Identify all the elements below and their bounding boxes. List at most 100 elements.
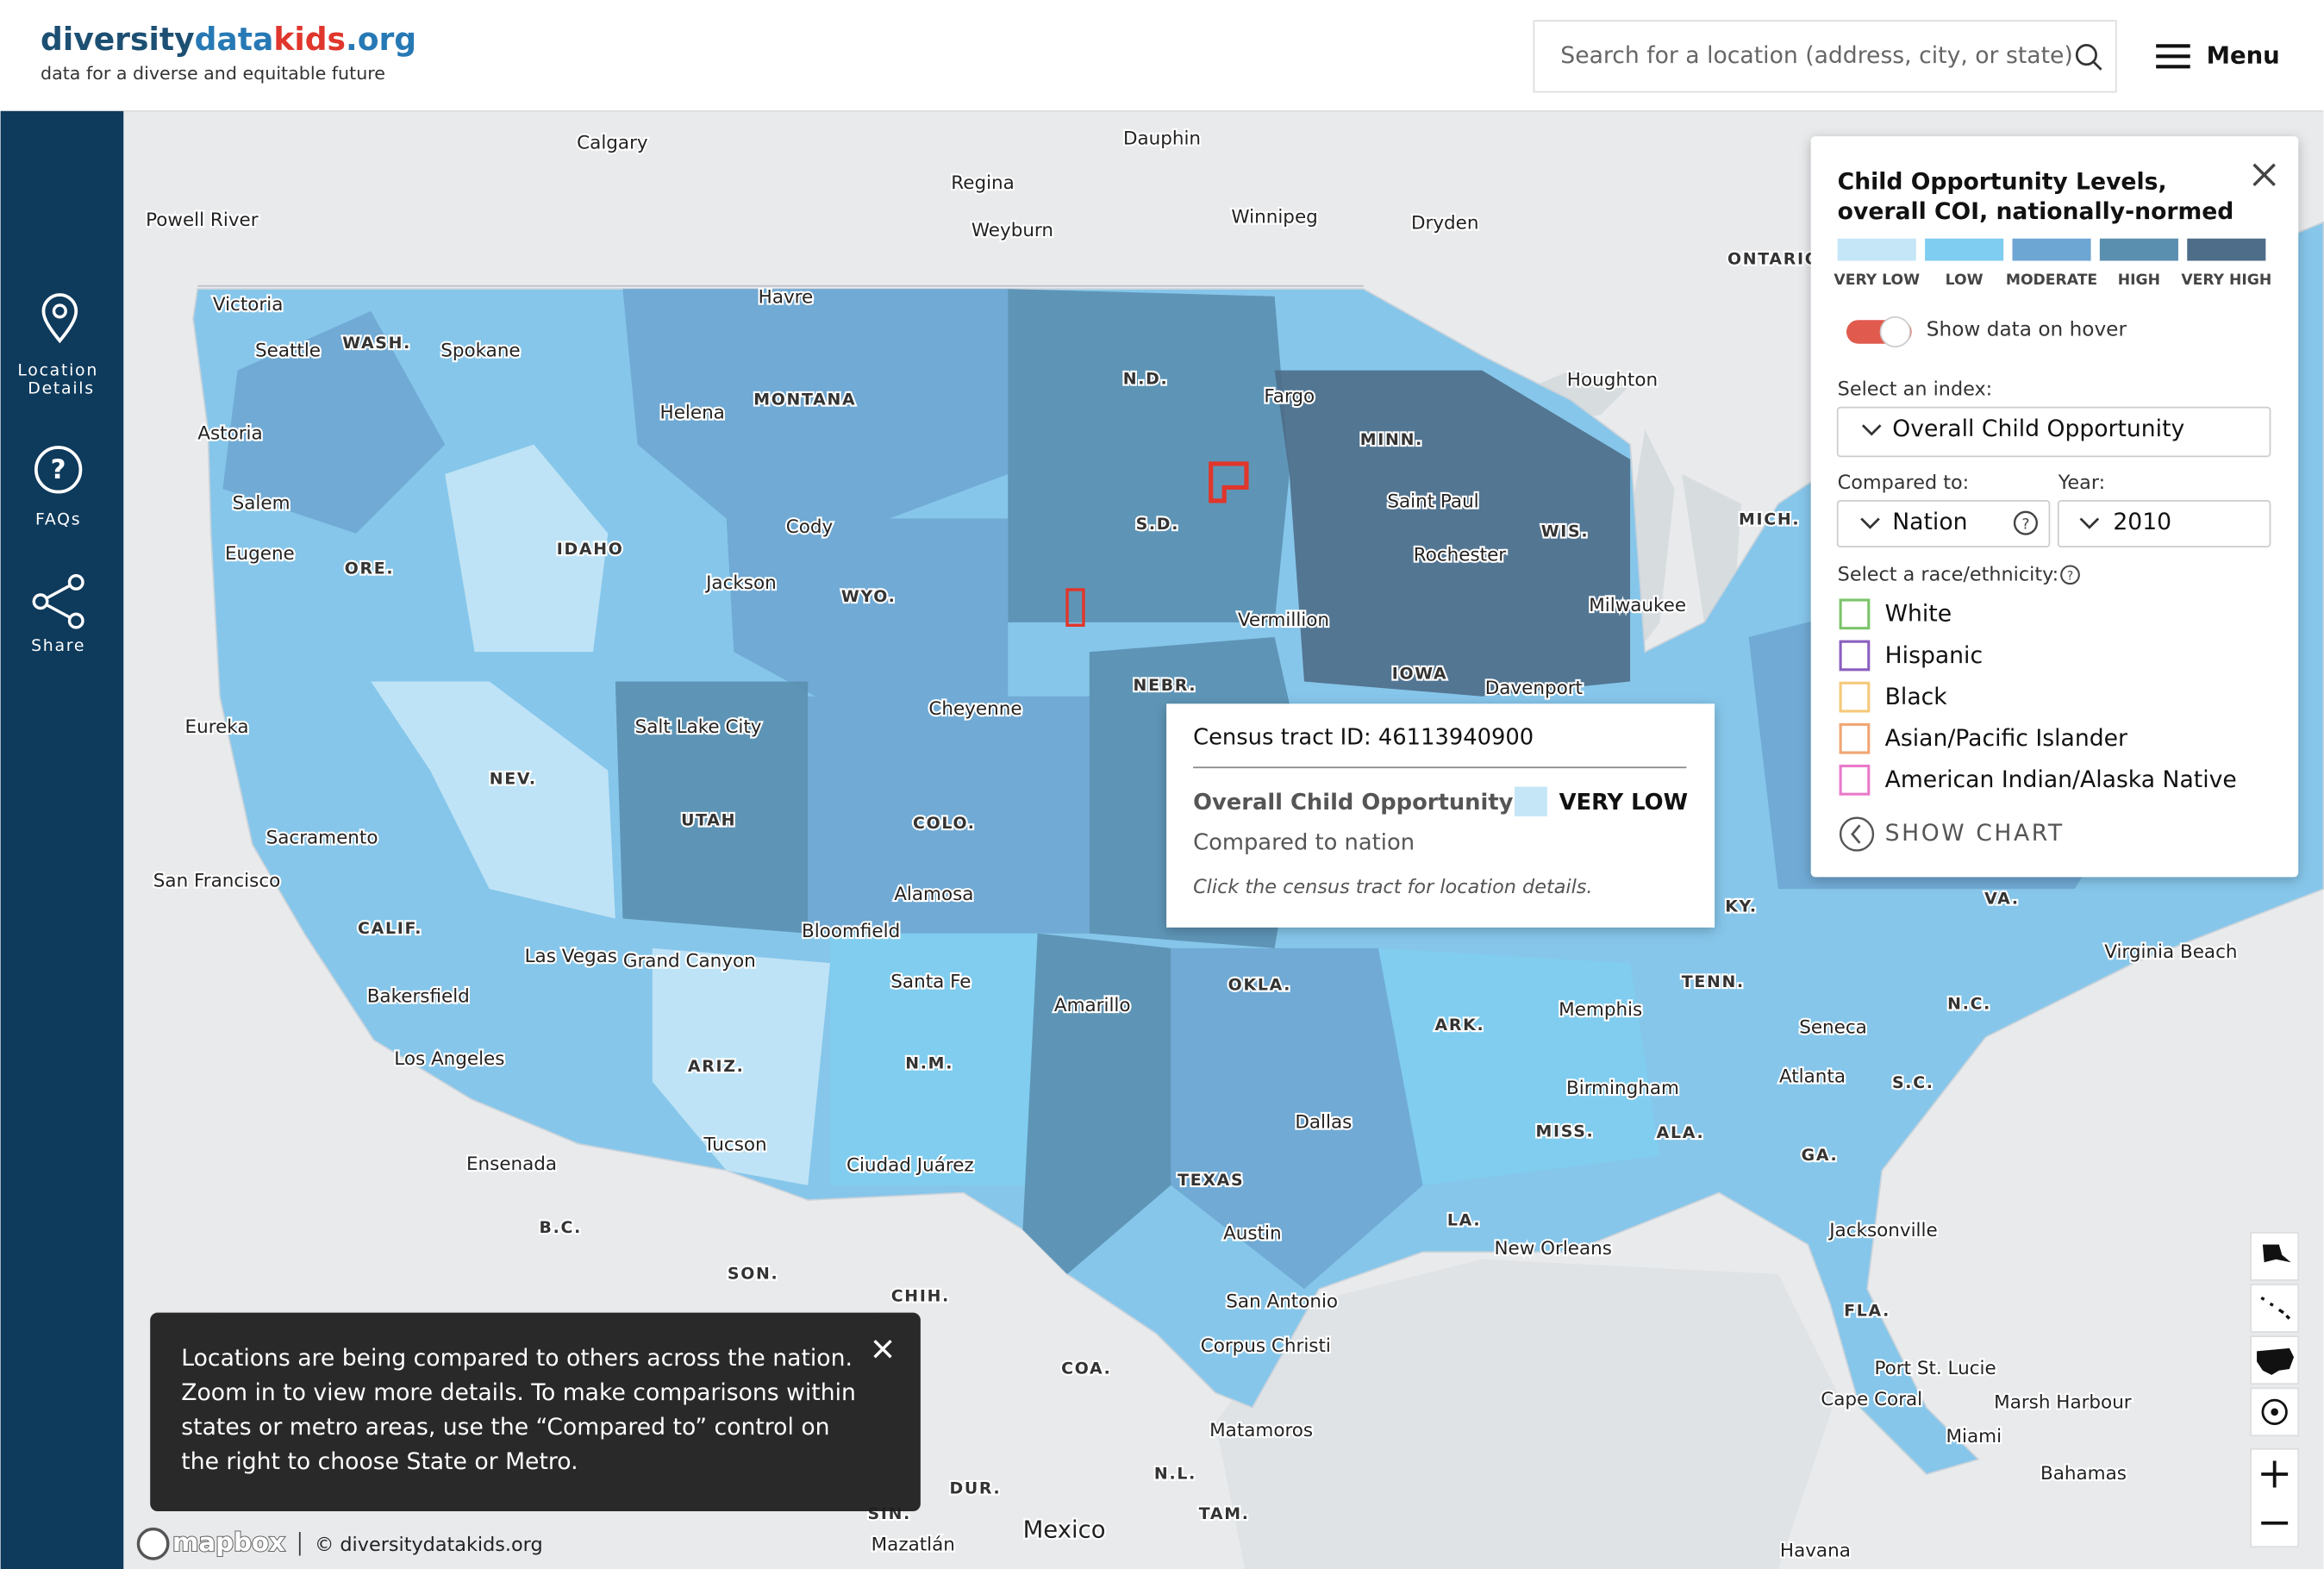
city-label: Winnipeg xyxy=(1231,207,1317,228)
notice-text: Locations are being compared to others a… xyxy=(181,1344,863,1474)
legend-title: Child Opportunity Levels, overall COI, n… xyxy=(1838,168,2234,224)
city-label: Ensenada xyxy=(466,1153,557,1175)
mapbox-logo[interactable]: mapbox xyxy=(172,1527,286,1558)
city-label: Salt Lake City xyxy=(635,716,762,738)
year-select[interactable] xyxy=(2057,500,2271,548)
map-view-button[interactable] xyxy=(2250,1284,2300,1333)
locate-icon xyxy=(2261,1398,2288,1425)
logo-part[interactable]: diversity xyxy=(41,22,195,58)
sidebar-item[interactable]: Share xyxy=(31,636,85,655)
city-label: New Orleans xyxy=(1494,1238,1612,1260)
city-label: Bahamas xyxy=(2040,1463,2127,1485)
city-label: Saint Paul xyxy=(1387,491,1478,513)
opportunity-region xyxy=(371,681,615,919)
city-label: Vermillion xyxy=(1238,609,1329,631)
region-label: MISS. xyxy=(1535,1122,1594,1141)
race-checkbox[interactable] xyxy=(1839,722,1871,754)
chevron xyxy=(2079,517,2100,529)
city-label: San Antonio xyxy=(1226,1291,1338,1313)
help-icon[interactable] xyxy=(2013,510,2039,535)
opportunity-region xyxy=(222,310,446,534)
gulf-water xyxy=(1215,1259,1838,1569)
city-label: Los Angeles xyxy=(394,1048,504,1070)
tagline: data for a diverse and equitable future xyxy=(41,63,385,84)
race-label[interactable]: Asian/Pacific Islander xyxy=(1885,725,2127,752)
logo-part[interactable]: kids xyxy=(273,22,346,58)
race-checkbox[interactable] xyxy=(1839,640,1871,672)
race-checkbox[interactable] xyxy=(1839,681,1871,713)
compared-value: Nation xyxy=(1892,509,1967,535)
city-label: Virginia Beach xyxy=(2104,941,2237,963)
region-label: N.M. xyxy=(905,1053,953,1072)
region-label: ONTARIO xyxy=(1727,249,1821,268)
field-label: Compared to: xyxy=(1838,472,1970,494)
city-label: Spokane xyxy=(440,340,520,361)
faq-icon[interactable] xyxy=(34,446,83,494)
region-label: GA. xyxy=(1802,1146,1839,1165)
location-icon[interactable] xyxy=(41,293,78,344)
region-label: S.D. xyxy=(1136,515,1180,534)
city-label: Rochester xyxy=(1414,544,1507,566)
search-placeholder[interactable]: Search for a location (address, city, or… xyxy=(1560,42,2073,69)
search-box[interactable] xyxy=(1533,20,2117,93)
city-label: Grand Canyon xyxy=(623,950,756,972)
copyright[interactable]: © diversitydatakids.org xyxy=(315,1534,543,1556)
city-label: Matamoros xyxy=(1209,1420,1313,1441)
region-label: ARK. xyxy=(1435,1016,1485,1035)
region-label: WIS. xyxy=(1541,522,1590,541)
opportunity-region xyxy=(1171,947,1423,1290)
city-label: Mazatlán xyxy=(872,1535,955,1556)
region-label: TAM. xyxy=(1199,1504,1250,1523)
opportunity-region xyxy=(652,947,831,1185)
show-chart-button[interactable]: SHOW CHART xyxy=(1885,820,2065,847)
race-label[interactable]: Black xyxy=(1885,684,1948,710)
region-label: B.C. xyxy=(539,1218,582,1237)
opportunity-region xyxy=(622,289,1009,519)
show-chart-icon[interactable] xyxy=(1839,816,1875,852)
share-icon xyxy=(67,573,84,591)
zoom-in[interactable] xyxy=(2261,1460,2289,1488)
legend-swatch xyxy=(1837,238,1916,261)
city-label: Regina xyxy=(951,172,1015,194)
region-label: ORE. xyxy=(345,559,395,578)
hawaii-icon xyxy=(2260,1296,2291,1320)
compared-select[interactable] xyxy=(1836,500,2051,548)
race-checkbox[interactable] xyxy=(1839,598,1871,630)
show-chart-icon xyxy=(1851,824,1861,844)
legend-level-label: LOW xyxy=(1946,272,1984,289)
logo-part[interactable]: .org xyxy=(346,22,416,58)
city-label: Milwaukee xyxy=(1589,595,1686,616)
notice-close[interactable] xyxy=(873,1340,892,1359)
city-label: Fargo xyxy=(1264,386,1315,408)
city-label: Davenport xyxy=(1485,678,1583,699)
race-label[interactable]: Hispanic xyxy=(1885,642,1983,669)
city-label: Jacksonville xyxy=(1827,1220,1937,1241)
opportunity-region xyxy=(726,518,1009,697)
race-label[interactable]: American Indian/Alaska Native xyxy=(1885,766,2237,793)
index-value: Overall Child Opportunity xyxy=(1892,416,2184,442)
city-label: Bakersfield xyxy=(367,986,470,1008)
tooltip-hint: Click the census tract for location deta… xyxy=(1193,876,1592,898)
field-label: Select an index: xyxy=(1838,378,1993,400)
index-select[interactable] xyxy=(1836,406,2271,458)
toggle-label: Show data on hover xyxy=(1927,318,2127,341)
region-label: ARIZ. xyxy=(688,1057,745,1076)
sidebar-item[interactable]: FAQs xyxy=(35,510,81,529)
logo-part[interactable]: data xyxy=(195,22,274,58)
help-icon[interactable] xyxy=(2060,565,2080,585)
city-label: Birmingham xyxy=(1566,1078,1679,1099)
hover-toggle-knob xyxy=(1879,316,1911,348)
region-label: COLO. xyxy=(913,814,976,833)
menu-button[interactable]: Menu xyxy=(2207,41,2280,69)
tooltip-index: Overall Child Opportunity xyxy=(1193,790,1514,816)
race-checkbox[interactable] xyxy=(1839,764,1871,796)
search-icon[interactable] xyxy=(2075,44,2097,66)
race-label[interactable]: White xyxy=(1885,601,1952,628)
opportunity-region xyxy=(445,444,609,653)
close-button[interactable] xyxy=(2252,163,2276,187)
legend-swatch xyxy=(2012,238,2091,261)
mapbox-logo-mark xyxy=(136,1527,170,1560)
sidebar xyxy=(0,110,124,1569)
logo[interactable]: diversitydatakids.org xyxy=(41,22,416,58)
